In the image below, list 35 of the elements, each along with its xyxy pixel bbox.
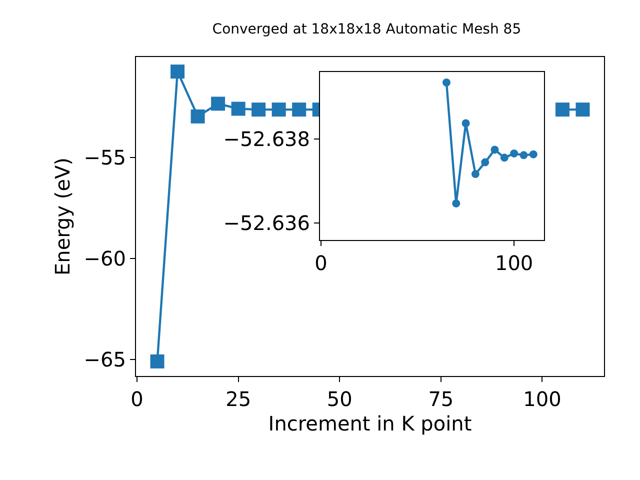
point <box>490 146 499 154</box>
x-axis-title: Increment in K point <box>268 412 472 436</box>
point <box>252 102 266 117</box>
y-tick-label: −52.636 <box>223 211 310 236</box>
x-tick-label: 50 <box>326 387 352 411</box>
point <box>211 96 226 111</box>
point <box>272 102 286 117</box>
point <box>190 109 205 124</box>
point <box>500 154 508 162</box>
point <box>292 102 306 117</box>
point <box>510 149 518 158</box>
x-tick-label: 100 <box>494 251 534 275</box>
y-axis-title: Energy (eV) <box>50 158 74 276</box>
point <box>529 150 538 158</box>
x-tick-label: 25 <box>226 387 252 411</box>
x-tick-label: 0 <box>130 387 144 411</box>
point <box>462 119 470 128</box>
point <box>150 354 164 368</box>
point <box>576 102 590 117</box>
point <box>452 199 460 208</box>
x-tick-label: 0 <box>314 251 328 275</box>
y-tick-label: −52.638 <box>223 127 310 152</box>
y-tick-label: −65 <box>84 347 126 372</box>
x-tick-label: 75 <box>428 387 454 411</box>
point <box>231 102 246 116</box>
point <box>520 151 528 160</box>
point <box>481 158 490 166</box>
point <box>442 78 450 86</box>
y-tick-label: −55 <box>84 145 126 170</box>
y-tick-label: −60 <box>84 246 126 270</box>
point <box>170 64 185 79</box>
point <box>555 102 570 117</box>
point <box>471 170 480 178</box>
x-tick-label: 100 <box>523 387 562 411</box>
chart-title: Converged at 18x18x18 Automatic Mesh 85 <box>212 22 522 38</box>
